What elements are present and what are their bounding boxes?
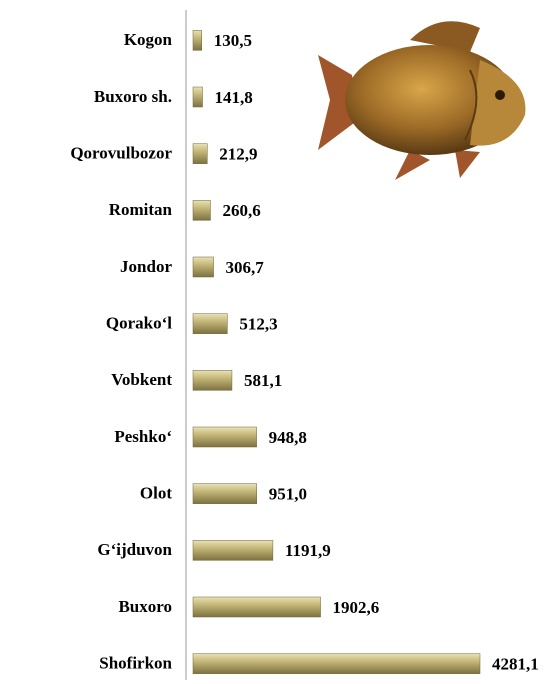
category-label: Kogon (124, 30, 173, 49)
value-label: 4281,1 (492, 655, 539, 674)
category-label: G‘ijduvon (97, 540, 172, 559)
value-label: 1902,6 (333, 598, 380, 617)
value-label: 581,1 (244, 371, 282, 390)
bar (192, 426, 257, 448)
bar (192, 313, 228, 334)
category-label: Jondor (120, 257, 172, 276)
category-label: Qorovulbozor (70, 144, 172, 163)
bar (192, 200, 211, 221)
value-label: 948,8 (269, 428, 307, 447)
value-label: 141,8 (215, 88, 253, 107)
value-label: 306,7 (226, 258, 265, 277)
bar (192, 653, 481, 674)
bar (192, 596, 321, 618)
value-label: 130,5 (214, 31, 252, 50)
category-label: Peshko‘ (114, 427, 172, 446)
bar (192, 30, 202, 51)
value-label: 951,0 (269, 485, 307, 504)
category-label: Olot (140, 484, 172, 503)
bar (192, 86, 203, 108)
value-label: 260,6 (222, 201, 260, 220)
category-label: Shofirkon (99, 654, 172, 673)
category-label: Vobkent (111, 370, 172, 389)
bar (192, 370, 233, 391)
bar (192, 143, 208, 164)
bar (192, 540, 274, 561)
value-label: 212,9 (219, 145, 257, 164)
bar (192, 256, 214, 278)
category-label: Buxoro (118, 597, 172, 616)
category-label: Romitan (109, 200, 173, 219)
fish-illustration (318, 21, 526, 180)
value-label: 1191,9 (285, 541, 331, 560)
category-label: Buxoro sh. (94, 87, 172, 106)
category-label: Qorako‘l (106, 314, 172, 333)
value-label: 512,3 (239, 315, 277, 334)
bar (192, 483, 258, 504)
